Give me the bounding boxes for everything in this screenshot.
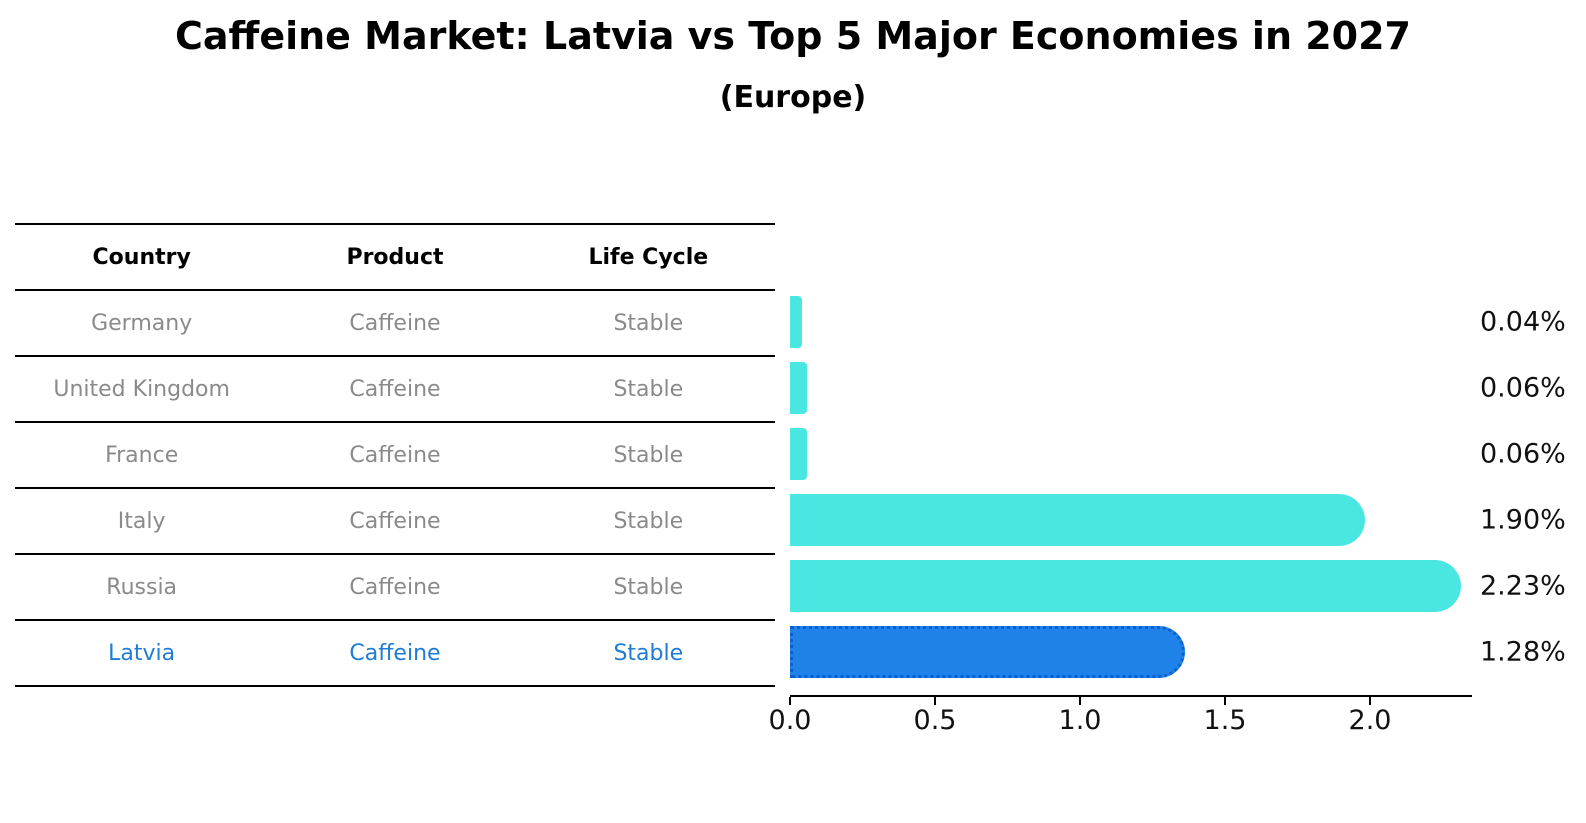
value-label-latvia: 1.28% (1480, 636, 1566, 668)
value-label-germany: 0.04% (1480, 306, 1566, 338)
x-tick-mark (1369, 697, 1371, 705)
table-header-lifecycle: Life Cycle (588, 244, 709, 270)
cell-product: Caffeine (349, 310, 441, 336)
x-tick-label: 1.5 (1203, 705, 1247, 736)
x-tick-mark (1224, 697, 1226, 705)
table-row-germany: Germany Caffeine Stable (15, 289, 775, 355)
table-header-row: Country Product Life Cycle (15, 223, 775, 289)
bar-latvia (790, 626, 1186, 678)
cell-product: Caffeine (349, 508, 441, 534)
cell-product: Caffeine (349, 574, 441, 600)
value-label-russia: 2.23% (1480, 570, 1566, 602)
x-tick-label: 1.0 (1058, 705, 1102, 736)
x-axis-line (790, 695, 1472, 697)
x-tick-label: 0.0 (768, 705, 812, 736)
table-row-united-kingdom: United Kingdom Caffeine Stable (15, 355, 775, 421)
x-tick-mark (934, 697, 936, 705)
value-label-italy: 1.90% (1480, 504, 1566, 536)
x-tick-label: 2.0 (1348, 705, 1392, 736)
cell-lifecycle: Stable (613, 442, 684, 468)
table-header-product: Product (346, 244, 444, 270)
cell-lifecycle: Stable (613, 376, 684, 402)
value-label-france: 0.06% (1480, 438, 1566, 470)
cell-lifecycle: Stable (613, 310, 684, 336)
country-table: Country Product Life Cycle Germany Caffei… (15, 223, 775, 687)
cell-product: Caffeine (349, 640, 441, 666)
x-tick-mark (789, 697, 791, 705)
table-header-country: Country (92, 244, 191, 270)
cell-country: United Kingdom (53, 376, 230, 402)
bar-russia (790, 560, 1461, 612)
bar-germany (790, 296, 802, 348)
table-row-russia: Russia Caffeine Stable (15, 553, 775, 619)
table-row-italy: Italy Caffeine Stable (15, 487, 775, 553)
x-tick-label: 0.5 (913, 705, 957, 736)
bar-united-kingdom (790, 362, 808, 414)
cell-country: Italy (117, 508, 166, 534)
value-label-united-kingdom: 0.06% (1480, 372, 1566, 404)
x-tick-mark (1079, 697, 1081, 705)
table-body: Germany Caffeine Stable United Kingdom Caffe… (15, 289, 775, 687)
cell-country: Latvia (108, 640, 176, 666)
bar-italy (790, 494, 1365, 546)
cell-country: Germany (91, 310, 193, 336)
cell-product: Caffeine (349, 376, 441, 402)
cell-country: France (105, 442, 179, 468)
table-row-latvia: Latvia Caffeine Stable (15, 619, 775, 687)
chart-title: Caffeine Market: Latvia vs Top 5 Major E… (175, 14, 1411, 58)
chart-subtitle: (Europe) (719, 80, 867, 115)
cell-country: Russia (106, 574, 178, 600)
cell-product: Caffeine (349, 442, 441, 468)
cell-lifecycle: Stable (613, 574, 684, 600)
bar-france (790, 428, 808, 480)
table-row-france: France Caffeine Stable (15, 421, 775, 487)
cell-lifecycle: Stable (613, 508, 684, 534)
cell-lifecycle: Stable (613, 640, 684, 666)
